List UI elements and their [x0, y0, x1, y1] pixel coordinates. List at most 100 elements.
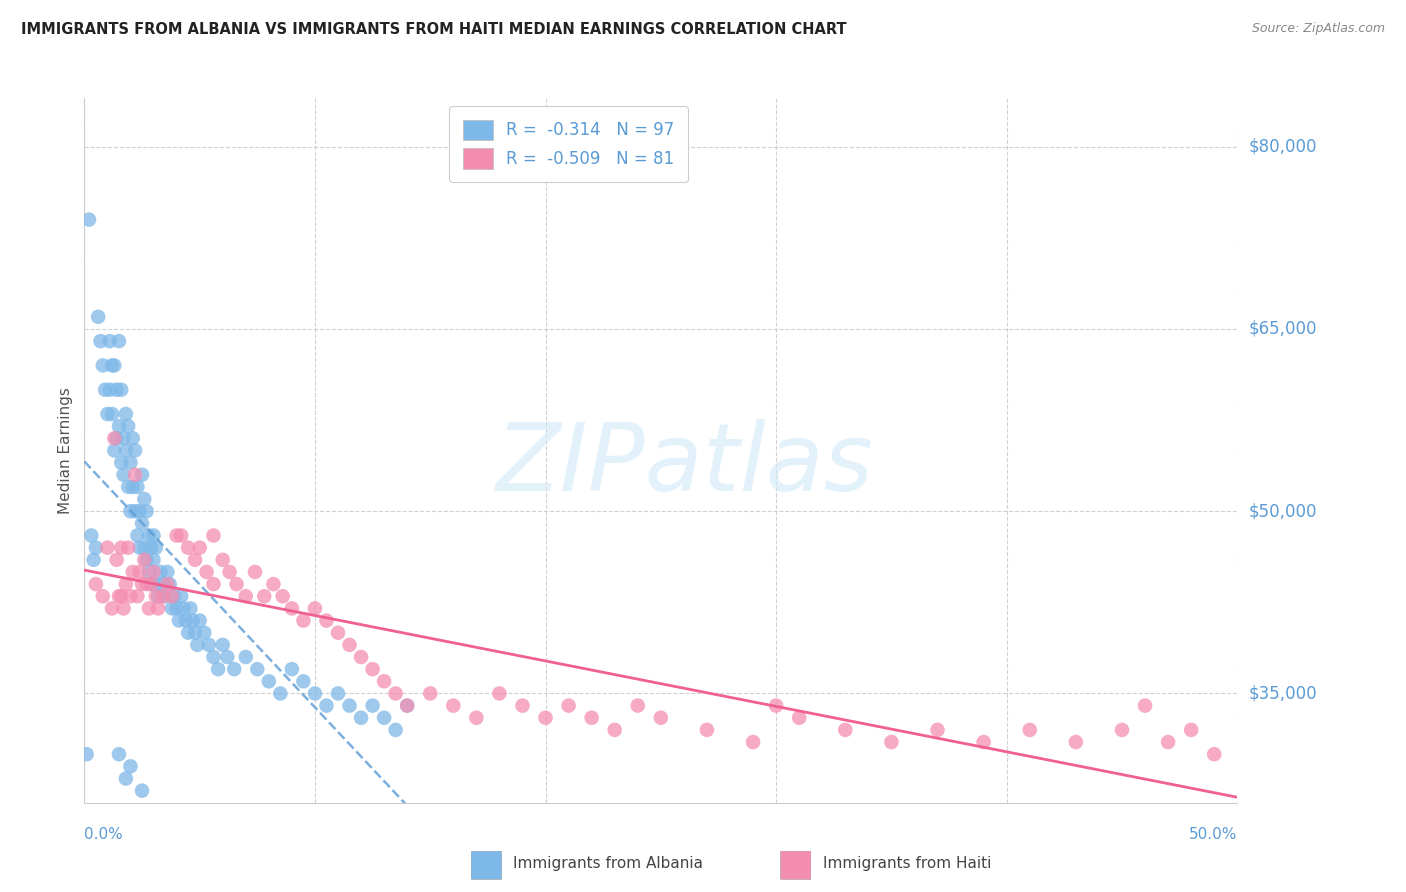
Point — [373, 674, 395, 689]
Point — [159, 577, 181, 591]
Point — [465, 711, 488, 725]
Point — [141, 577, 163, 591]
Point — [121, 431, 143, 445]
Point — [1204, 747, 1226, 762]
Point — [135, 553, 157, 567]
Point — [141, 541, 163, 555]
Point — [696, 723, 718, 737]
Point — [512, 698, 534, 713]
Point — [91, 589, 114, 603]
Point — [224, 662, 246, 676]
Point — [84, 577, 107, 591]
Text: ZIPatlas: ZIPatlas — [495, 419, 873, 510]
Point — [94, 383, 117, 397]
Point — [384, 686, 406, 700]
Text: 50.0%: 50.0% — [1189, 828, 1237, 842]
Point — [166, 601, 188, 615]
Point — [110, 589, 132, 603]
Point — [105, 383, 128, 397]
Text: IMMIGRANTS FROM ALBANIA VS IMMIGRANTS FROM HAITI MEDIAN EARNINGS CORRELATION CHA: IMMIGRANTS FROM ALBANIA VS IMMIGRANTS FR… — [21, 22, 846, 37]
Point — [193, 625, 215, 640]
Point — [131, 516, 153, 531]
Point — [101, 601, 124, 615]
Point — [198, 638, 221, 652]
Point — [1064, 735, 1087, 749]
Point — [350, 650, 373, 665]
Point — [184, 553, 207, 567]
Point — [396, 698, 419, 713]
Point — [115, 577, 138, 591]
Point — [115, 772, 138, 786]
Point — [108, 419, 131, 434]
Point — [152, 577, 174, 591]
Point — [112, 431, 135, 445]
Point — [181, 614, 204, 628]
Point — [160, 601, 183, 615]
Point — [281, 601, 304, 615]
Point — [1133, 698, 1156, 713]
Point — [326, 625, 349, 640]
Point — [96, 541, 118, 555]
Point — [124, 504, 146, 518]
Point — [184, 625, 207, 640]
Point — [108, 334, 131, 348]
Point — [271, 589, 294, 603]
Point — [120, 504, 142, 518]
Point — [269, 686, 291, 700]
Point — [146, 589, 169, 603]
Point — [84, 541, 107, 555]
Point — [627, 698, 650, 713]
Point — [138, 528, 160, 542]
Point — [350, 711, 373, 725]
Point — [304, 686, 326, 700]
Point — [186, 638, 208, 652]
Point — [246, 662, 269, 676]
Point — [117, 480, 139, 494]
Point — [170, 589, 193, 603]
Point — [131, 783, 153, 797]
Point — [115, 443, 138, 458]
Point — [534, 711, 557, 725]
Point — [1018, 723, 1040, 737]
Point — [91, 359, 114, 373]
Text: Immigrants from Haiti: Immigrants from Haiti — [823, 856, 991, 871]
Point — [145, 541, 167, 555]
Point — [396, 698, 419, 713]
Point — [225, 577, 247, 591]
Point — [120, 589, 142, 603]
Point — [101, 359, 124, 373]
Point — [202, 577, 225, 591]
Point — [927, 723, 949, 737]
Text: Immigrants from Albania: Immigrants from Albania — [513, 856, 703, 871]
Point — [195, 565, 218, 579]
Point — [112, 467, 135, 482]
Point — [166, 528, 188, 542]
Point — [179, 601, 201, 615]
Point — [243, 565, 266, 579]
Point — [134, 491, 156, 506]
Point — [315, 698, 337, 713]
Point — [121, 480, 143, 494]
Point — [117, 419, 139, 434]
Point — [765, 698, 787, 713]
Point — [262, 577, 284, 591]
Text: $50,000: $50,000 — [1249, 502, 1317, 520]
Point — [145, 589, 167, 603]
Point — [117, 541, 139, 555]
Point — [163, 589, 186, 603]
Point — [188, 614, 211, 628]
Text: $65,000: $65,000 — [1249, 320, 1317, 338]
Point — [89, 334, 111, 348]
Point — [120, 759, 142, 773]
Point — [128, 504, 150, 518]
Point — [188, 541, 211, 555]
Point — [131, 467, 153, 482]
Point — [218, 565, 240, 579]
Point — [124, 443, 146, 458]
Point — [235, 650, 257, 665]
Point — [105, 431, 128, 445]
Point — [419, 686, 441, 700]
Point — [253, 589, 276, 603]
Point — [211, 553, 233, 567]
Text: $80,000: $80,000 — [1249, 137, 1317, 156]
